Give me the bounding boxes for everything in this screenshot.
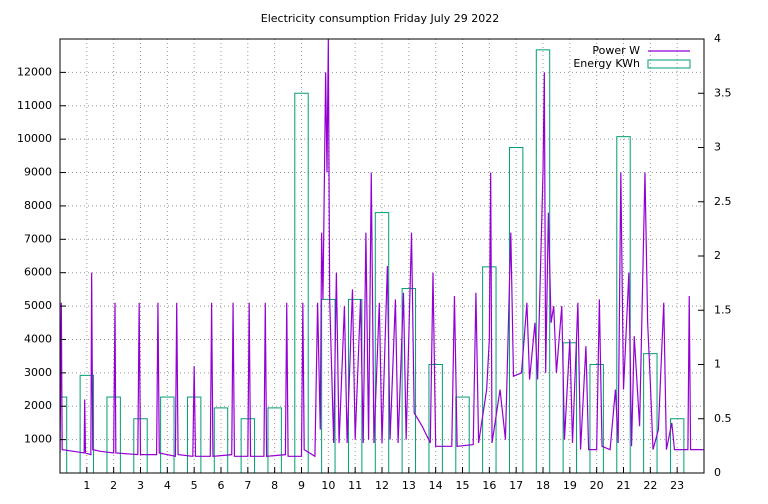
x-tick-label: 19 [563,479,577,492]
y-tick-label: 11000 [17,99,52,112]
x-tick-label: 12 [375,479,389,492]
energy-bar [616,136,631,473]
x-tick-label: 21 [617,479,631,492]
y2-tick-label: 2 [714,249,721,262]
y2-tick-label: 3 [714,141,721,154]
x-tick-label: 1 [83,479,90,492]
y2-tick-label: 4 [714,32,721,45]
y2-tick-label: 0.5 [714,412,732,425]
y-tick-label: 2000 [24,399,52,412]
legend-label: Energy KWh [573,57,640,70]
x-tick-label: 4 [164,479,171,492]
energy-bar [589,364,604,473]
x-tick-label: 6 [218,479,225,492]
y2-tick-label: 1.5 [714,303,732,316]
y2-tick-label: 0 [714,466,721,479]
x-tick-label: 11 [348,479,362,492]
legend-swatch [647,59,691,69]
y-tick-label: 12000 [17,65,52,78]
energy-bar [294,92,309,473]
y-tick-label: 7000 [24,232,52,245]
x-tick-label: 7 [244,479,251,492]
x-tick-label: 8 [271,479,278,492]
y2-tick-label: 1 [714,358,721,371]
y-tick-label: 4000 [24,332,52,345]
y-tick-label: 6000 [24,266,52,279]
y-tick-label: 8000 [24,199,52,212]
grid [60,39,704,473]
y-tick-label: 9000 [24,166,52,179]
legend-label: Power W [592,44,640,57]
energy-bar [508,147,524,473]
x-tick-label: 10 [321,479,335,492]
x-tick-label: 22 [643,479,657,492]
x-tick-label: 3 [137,479,144,492]
power-line [60,39,704,458]
lines [60,39,704,458]
ticks: 1 2 3 4 5 6 7 8 9 10 11 12 13 14 15 16 17 18 19 20 21 22 23100… [17,32,732,492]
x-tick-label: 23 [670,479,684,492]
y-tick-label: 10000 [17,132,52,145]
x-tick-label: 2 [110,479,117,492]
energy-bar [669,418,685,473]
y2-tick-label: 2.5 [714,195,732,208]
chart-title: Electricity consumption Friday July 29 2… [261,12,499,25]
x-tick-label: 15 [456,479,470,492]
energy-bar [79,374,95,473]
x-tick-label: 13 [402,479,416,492]
y-tick-label: 5000 [24,299,52,312]
x-tick-label: 17 [509,479,523,492]
x-tick-label: 20 [590,479,604,492]
x-tick-label: 16 [482,479,496,492]
y-tick-label: 1000 [24,433,52,446]
y-tick-label: 3000 [24,366,52,379]
x-tick-label: 5 [191,479,198,492]
x-tick-label: 14 [429,479,443,492]
energy-bar [428,364,443,473]
y2-tick-label: 3.5 [714,86,732,99]
x-tick-label: 18 [536,479,550,492]
x-tick-label: 9 [298,479,305,492]
